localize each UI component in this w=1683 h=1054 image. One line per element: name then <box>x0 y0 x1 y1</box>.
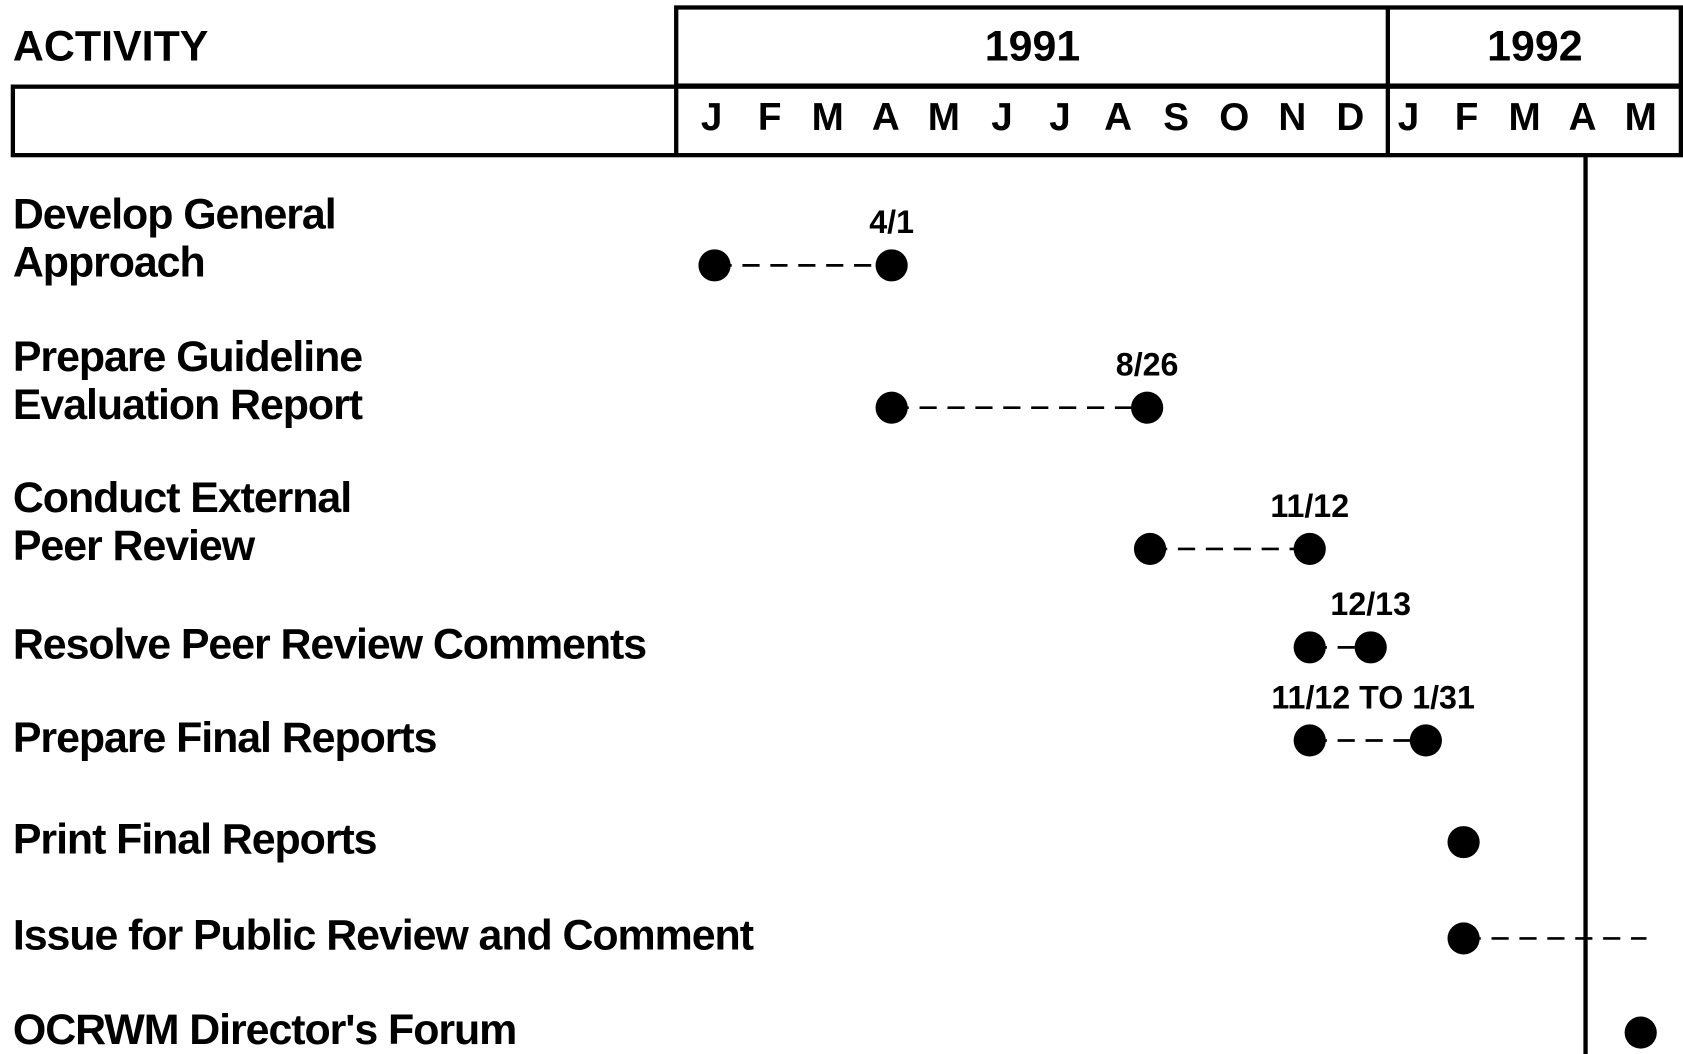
start-dot <box>1133 532 1167 565</box>
month-label: A <box>872 96 900 139</box>
activity-label: Prepare Guideline <box>13 333 362 381</box>
date-label: 11/12 TO 1/31 <box>1271 679 1474 715</box>
month-label: J <box>701 96 723 139</box>
end-dot <box>1409 724 1442 757</box>
activity-label: OCRWM Director's Forum <box>13 1006 516 1054</box>
month-label: F <box>1455 96 1479 139</box>
month-label: M <box>1508 96 1540 139</box>
start-dot <box>875 391 908 424</box>
date-label: 8/26 <box>1116 347 1179 383</box>
activity-label: Conduct External <box>13 474 351 522</box>
month-label: M <box>1625 96 1657 139</box>
month-label: S <box>1163 96 1189 139</box>
start-dot <box>1447 922 1480 955</box>
activity-label: Resolve Peer Review Comments <box>13 621 646 669</box>
activity-label: Develop General <box>13 191 336 239</box>
year-label: 1991 <box>985 23 1081 71</box>
start-dot <box>698 249 731 282</box>
start-dot <box>1624 1016 1657 1049</box>
activity-label: Peer Review <box>13 522 256 570</box>
end-dot <box>1131 391 1164 424</box>
month-label: M <box>812 96 844 139</box>
date-label: 4/1 <box>869 204 914 240</box>
date-label: 11/12 <box>1270 488 1349 524</box>
month-label: J <box>991 96 1013 139</box>
month-label: D <box>1336 96 1364 139</box>
start-dot <box>1447 826 1480 859</box>
start-dot <box>1293 631 1326 664</box>
month-label: O <box>1219 96 1249 139</box>
date-label: 12/13 <box>1330 586 1411 622</box>
month-label: M <box>928 96 960 139</box>
start-dot <box>1293 724 1326 757</box>
end-dot <box>875 249 908 282</box>
activity-label: Approach <box>13 239 205 287</box>
month-label: J <box>1049 96 1071 139</box>
activity-header: ACTIVITY <box>13 23 209 71</box>
activity-label: Prepare Final Reports <box>13 714 437 762</box>
activity-label: Evaluation Report <box>13 381 363 429</box>
year-label: 1992 <box>1487 23 1583 71</box>
activity-label: Print Final Reports <box>13 815 377 863</box>
activity-label: Issue for Public Review and Comment <box>13 912 754 960</box>
month-label: J <box>1398 96 1420 139</box>
month-label: F <box>758 96 782 139</box>
end-dot <box>1293 532 1326 565</box>
month-label: A <box>1569 96 1597 139</box>
month-label: A <box>1104 96 1132 139</box>
month-header-box <box>10 84 1683 158</box>
end-dot <box>1354 631 1387 664</box>
month-label: N <box>1278 96 1306 139</box>
